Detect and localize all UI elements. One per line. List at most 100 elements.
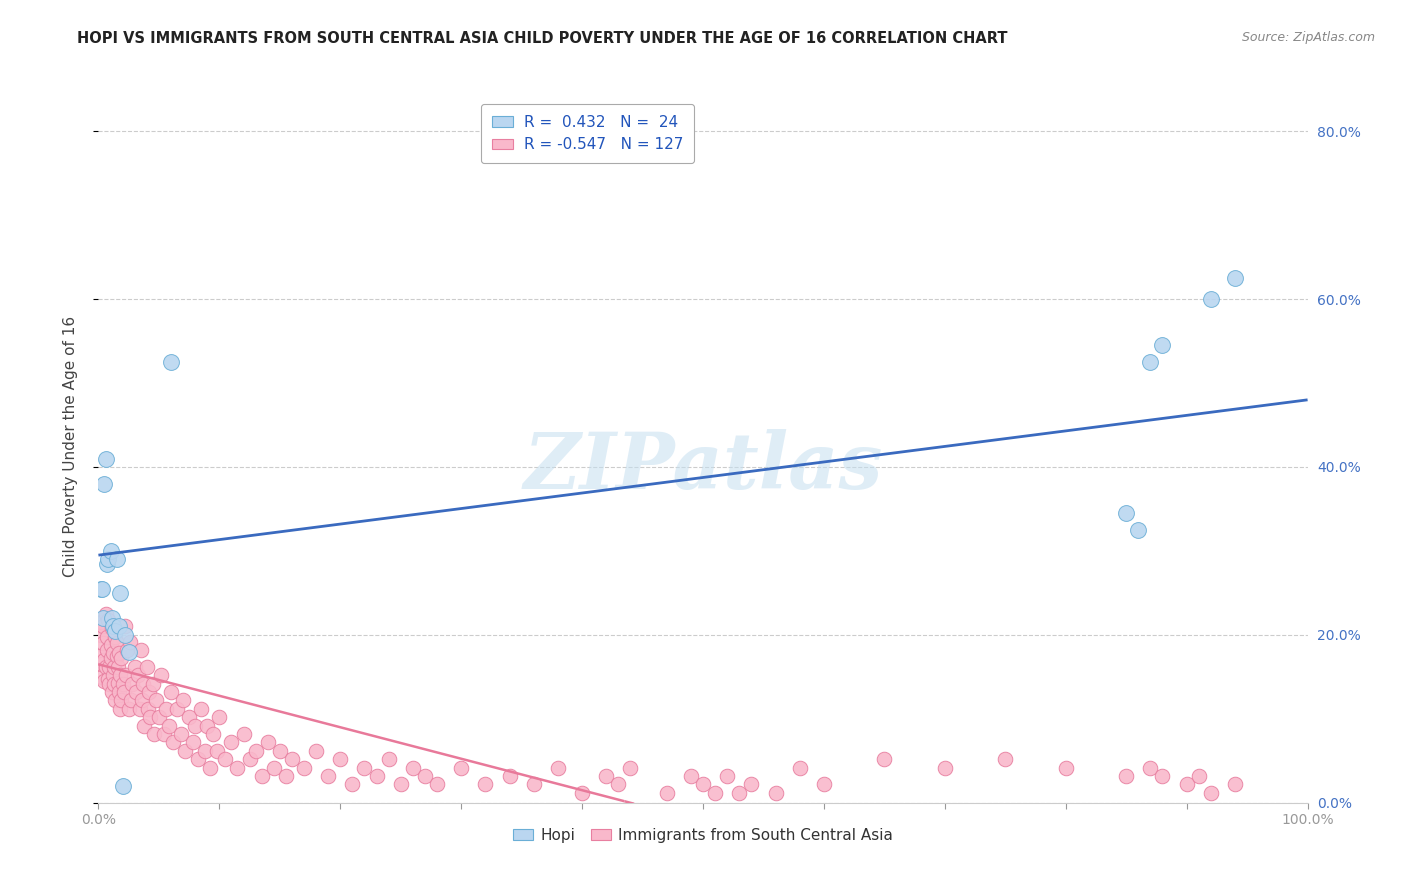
Point xyxy=(105,552,128,566)
Point xyxy=(108,685,131,699)
Point xyxy=(101,619,124,633)
Point xyxy=(96,643,118,657)
Point xyxy=(166,702,188,716)
Point xyxy=(152,727,174,741)
Point xyxy=(274,769,297,783)
Point xyxy=(450,760,472,774)
Point xyxy=(108,619,131,633)
Point xyxy=(571,786,593,800)
Point xyxy=(100,544,122,558)
Point xyxy=(523,777,546,791)
Point xyxy=(139,710,162,724)
Point xyxy=(1054,760,1077,774)
Point xyxy=(132,676,155,690)
Point xyxy=(198,760,221,774)
Point xyxy=(366,769,388,783)
Point xyxy=(101,668,124,682)
Point xyxy=(1188,769,1211,783)
Point xyxy=(704,786,727,800)
Point xyxy=(91,619,114,633)
Point xyxy=(120,693,142,707)
Point xyxy=(110,693,132,707)
Point xyxy=(90,582,112,596)
Point xyxy=(107,660,129,674)
Point xyxy=(115,668,138,682)
Point xyxy=(142,676,165,690)
Point xyxy=(134,718,156,732)
Y-axis label: Child Poverty Under the Age of 16: Child Poverty Under the Age of 16 xyxy=(63,316,77,576)
Point xyxy=(100,638,122,652)
Point xyxy=(934,760,956,774)
Point xyxy=(93,653,115,667)
Point xyxy=(765,786,787,800)
Point xyxy=(474,777,496,791)
Point xyxy=(91,670,114,684)
Point xyxy=(162,735,184,749)
Point xyxy=(97,672,120,686)
Point xyxy=(108,702,131,716)
Point xyxy=(112,685,135,699)
Point xyxy=(226,760,249,774)
Point xyxy=(105,636,128,650)
Point xyxy=(138,685,160,699)
Point xyxy=(118,645,141,659)
Point xyxy=(90,628,112,642)
Point xyxy=(125,685,148,699)
Text: Source: ZipAtlas.com: Source: ZipAtlas.com xyxy=(1241,31,1375,45)
Point xyxy=(97,552,120,566)
Point xyxy=(90,615,112,630)
Point xyxy=(1223,271,1246,285)
Text: HOPI VS IMMIGRANTS FROM SOUTH CENTRAL ASIA CHILD POVERTY UNDER THE AGE OF 16 COR: HOPI VS IMMIGRANTS FROM SOUTH CENTRAL AS… xyxy=(77,31,1008,46)
Point xyxy=(117,643,139,657)
Point xyxy=(1139,355,1161,369)
Point xyxy=(127,668,149,682)
Point xyxy=(172,693,194,707)
Point xyxy=(184,718,207,732)
Point xyxy=(256,735,278,749)
Point xyxy=(143,727,166,741)
Point xyxy=(692,777,714,791)
Point xyxy=(124,660,146,674)
Point xyxy=(221,735,243,749)
Point xyxy=(498,769,520,783)
Point xyxy=(114,619,136,633)
Point xyxy=(131,693,153,707)
Point xyxy=(103,676,125,690)
Point xyxy=(129,643,152,657)
Point xyxy=(1199,292,1222,306)
Point xyxy=(98,676,121,690)
Point xyxy=(108,586,131,600)
Point xyxy=(329,752,352,766)
Point xyxy=(187,752,209,766)
Point xyxy=(547,760,569,774)
Point xyxy=(121,676,143,690)
Point xyxy=(157,718,180,732)
Point xyxy=(104,630,127,644)
Point xyxy=(104,624,127,638)
Point xyxy=(245,744,267,758)
Point xyxy=(413,769,436,783)
Point xyxy=(728,786,751,800)
Point xyxy=(1115,769,1137,783)
Point xyxy=(194,744,217,758)
Point xyxy=(292,760,315,774)
Point xyxy=(91,582,114,596)
Point xyxy=(263,760,285,774)
Point xyxy=(716,769,738,783)
Point xyxy=(100,685,122,699)
Point xyxy=(145,693,167,707)
Point xyxy=(1139,760,1161,774)
Point xyxy=(93,674,115,689)
Point xyxy=(104,693,127,707)
Point xyxy=(105,648,128,663)
Point xyxy=(607,777,630,791)
Point xyxy=(994,752,1017,766)
Point xyxy=(740,777,762,791)
Point xyxy=(619,760,641,774)
Point xyxy=(305,744,328,758)
Point xyxy=(426,777,449,791)
Point xyxy=(148,710,170,724)
Point xyxy=(239,752,262,766)
Point xyxy=(813,777,835,791)
Point xyxy=(135,660,157,674)
